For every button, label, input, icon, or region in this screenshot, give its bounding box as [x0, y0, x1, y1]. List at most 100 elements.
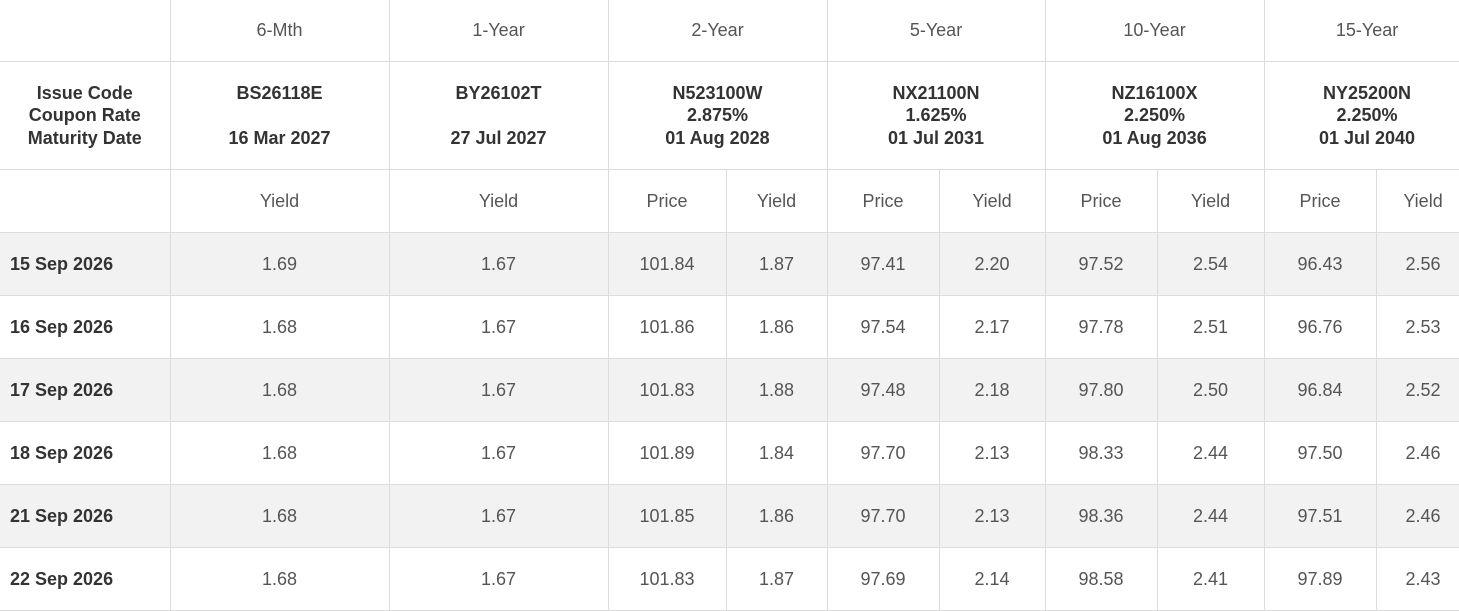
- value-cell: 2.56: [1375, 232, 1459, 296]
- issue-code-label: Issue Code: [36, 82, 133, 103]
- measure-header: Price: [607, 169, 727, 233]
- value-cell: 101.85: [607, 484, 727, 548]
- table-body: 15 Sep 2026 1.69 1.67 101.84 1.87 97.41 2.20 97…: [0, 232, 1459, 611]
- value-cell: 2.53: [1375, 295, 1459, 359]
- value-cell: 2.20: [938, 232, 1046, 296]
- value-cell: 2.43: [1375, 547, 1459, 611]
- table-row: 18 Sep 2026 1.68 1.67 101.89 1.84 97.70 2.13 98…: [0, 421, 1459, 485]
- value-cell: 97.41: [826, 232, 940, 296]
- maturity-date: 01 Aug 2036: [1102, 127, 1207, 148]
- row-date: 22 Sep 2026: [0, 547, 171, 611]
- value-cell: 101.83: [607, 547, 727, 611]
- value-cell: 1.87: [725, 547, 828, 611]
- value-cell: 1.67: [388, 232, 609, 296]
- issue-info-cell: NX21100N 1.625% 01 Jul 2031: [826, 61, 1046, 170]
- issue-info-cell: N523100W 2.875% 01 Aug 2028: [607, 61, 828, 170]
- table-row: 17 Sep 2026 1.68 1.67 101.83 1.88 97.48 2.18 97…: [0, 358, 1459, 422]
- tenor-header-row: 6-Mth 1-Year 2-Year 5-Year 10-Year 15-Ye…: [0, 0, 1459, 62]
- issue-code: N523100W: [672, 82, 763, 103]
- value-cell: 2.46: [1375, 484, 1459, 548]
- value-cell: 1.86: [725, 484, 828, 548]
- value-cell: 98.58: [1044, 547, 1158, 611]
- value-cell: 2.52: [1375, 358, 1459, 422]
- maturity-date-label: Maturity Date: [27, 127, 142, 148]
- value-cell: 1.67: [388, 484, 609, 548]
- corner-cell: [0, 0, 171, 62]
- value-cell: 1.68: [169, 484, 390, 548]
- row-date: 15 Sep 2026: [0, 232, 171, 296]
- value-cell: 97.69: [826, 547, 940, 611]
- issue-label-cell: Issue Code Coupon Rate Maturity Date: [0, 61, 171, 170]
- value-cell: 96.76: [1263, 295, 1377, 359]
- tenor-header: 1-Year: [388, 0, 609, 62]
- value-cell: 2.50: [1156, 358, 1265, 422]
- coupon-rate: 2.250%: [1336, 105, 1398, 126]
- measure-header: Price: [1263, 169, 1377, 233]
- issue-info-cell: NY25200N 2.250% 01 Jul 2040: [1263, 61, 1459, 170]
- value-cell: 101.89: [607, 421, 727, 485]
- value-cell: 97.48: [826, 358, 940, 422]
- coupon-rate: 1.625%: [905, 105, 967, 126]
- measure-header: Yield: [725, 169, 828, 233]
- value-cell: 97.89: [1263, 547, 1377, 611]
- value-cell: 2.18: [938, 358, 1046, 422]
- coupon-rate: [390, 104, 608, 127]
- measure-header: Yield: [938, 169, 1046, 233]
- row-date: 18 Sep 2026: [0, 421, 171, 485]
- row-date: 21 Sep 2026: [0, 484, 171, 548]
- value-cell: 97.54: [826, 295, 940, 359]
- measure-header-row: Yield Yield Price Yield Price Yield Pric…: [0, 169, 1459, 233]
- value-cell: 1.67: [388, 295, 609, 359]
- maturity-date: 01 Jul 2031: [887, 127, 985, 148]
- value-cell: 101.83: [607, 358, 727, 422]
- value-cell: 2.13: [938, 421, 1046, 485]
- value-cell: 101.86: [607, 295, 727, 359]
- value-cell: 97.70: [826, 421, 940, 485]
- measure-header: Yield: [1375, 169, 1459, 233]
- empty-label-cell: [0, 169, 171, 233]
- measure-header: Price: [826, 169, 940, 233]
- measure-header: Yield: [169, 169, 390, 233]
- value-cell: 96.43: [1263, 232, 1377, 296]
- value-cell: 1.67: [388, 547, 609, 611]
- coupon-rate: 2.250%: [1123, 105, 1186, 126]
- issue-code: BY26102T: [455, 82, 542, 103]
- value-cell: 97.50: [1263, 421, 1377, 485]
- coupon-rate: [171, 104, 389, 127]
- maturity-date: 16 Mar 2027: [228, 127, 331, 148]
- value-cell: 101.84: [607, 232, 727, 296]
- value-cell: 1.86: [725, 295, 828, 359]
- table-row: 22 Sep 2026 1.68 1.67 101.83 1.87 97.69 2.14 98…: [0, 547, 1459, 611]
- tenor-header: 6-Mth: [169, 0, 390, 62]
- value-cell: 2.44: [1156, 421, 1265, 485]
- issue-info-cell: BS26118E 16 Mar 2027: [169, 61, 390, 170]
- tenor-header: 15-Year: [1263, 0, 1459, 62]
- value-cell: 1.67: [388, 421, 609, 485]
- issue-code: NZ16100X: [1111, 82, 1198, 103]
- issue-info-cell: BY26102T 27 Jul 2027: [388, 61, 609, 170]
- value-cell: 97.78: [1044, 295, 1158, 359]
- value-cell: 2.41: [1156, 547, 1265, 611]
- table-row: 21 Sep 2026 1.68 1.67 101.85 1.86 97.70 2.13 98…: [0, 484, 1459, 548]
- value-cell: 2.51: [1156, 295, 1265, 359]
- value-cell: 1.69: [169, 232, 390, 296]
- tenor-header: 2-Year: [607, 0, 828, 62]
- table-row: 16 Sep 2026 1.68 1.67 101.86 1.86 97.54 2.17 97…: [0, 295, 1459, 359]
- value-cell: 1.68: [169, 421, 390, 485]
- value-cell: 2.14: [938, 547, 1046, 611]
- measure-header: Yield: [388, 169, 609, 233]
- tenor-header: 10-Year: [1044, 0, 1265, 62]
- value-cell: 1.84: [725, 421, 828, 485]
- value-cell: 97.80: [1044, 358, 1158, 422]
- value-cell: 2.13: [938, 484, 1046, 548]
- value-cell: 2.54: [1156, 232, 1265, 296]
- value-cell: 2.17: [938, 295, 1046, 359]
- issue-info-cell: NZ16100X 2.250% 01 Aug 2036: [1044, 61, 1265, 170]
- issue-code: NY25200N: [1322, 82, 1412, 103]
- value-cell: 98.33: [1044, 421, 1158, 485]
- maturity-date: 27 Jul 2027: [450, 127, 547, 148]
- row-date: 17 Sep 2026: [0, 358, 171, 422]
- value-cell: 1.68: [169, 358, 390, 422]
- value-cell: 1.88: [725, 358, 828, 422]
